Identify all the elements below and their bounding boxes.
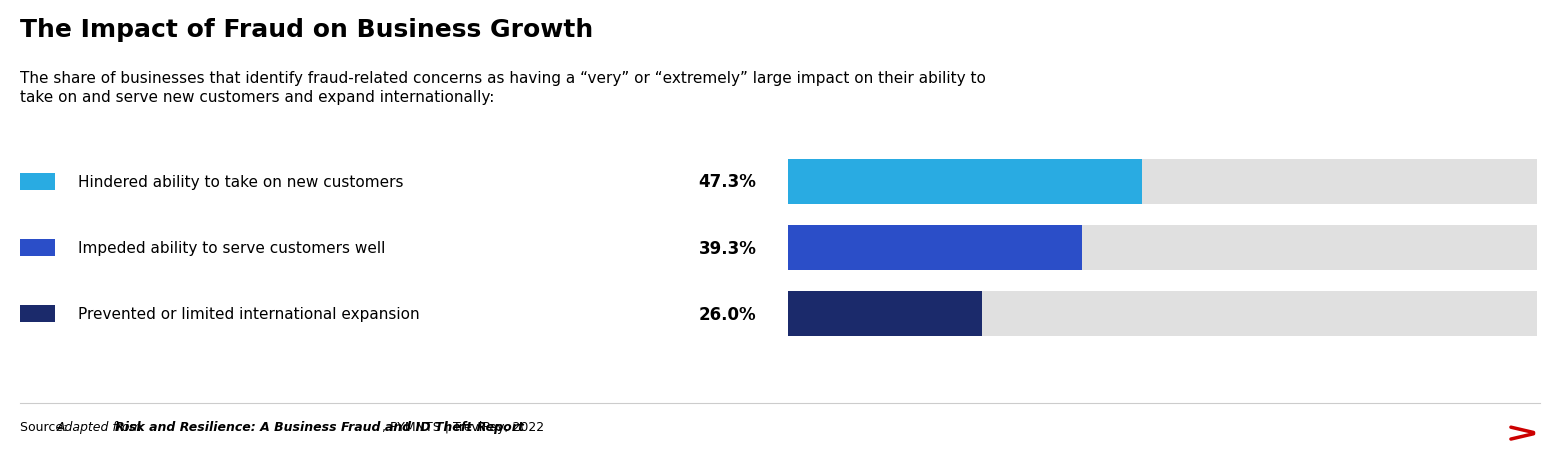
- Bar: [20, 305, 55, 323]
- Text: 26.0%: 26.0%: [699, 305, 757, 323]
- Bar: [20, 239, 55, 257]
- Text: , PYMNTS | TreviPay, 2022: , PYMNTS | TreviPay, 2022: [382, 420, 544, 433]
- Text: Prevented or limited international expansion: Prevented or limited international expan…: [78, 307, 420, 321]
- Bar: [788, 291, 1537, 337]
- Text: Adapted from: Adapted from: [56, 420, 147, 433]
- Bar: [788, 225, 1537, 271]
- Text: Source:: Source:: [20, 420, 72, 433]
- Text: Hindered ability to take on new customers: Hindered ability to take on new customer…: [78, 175, 404, 189]
- Text: Risk and Resilience: A Business Fraud and ID Theft Report: Risk and Resilience: A Business Fraud an…: [115, 420, 524, 433]
- Text: The share of businesses that identify fraud-related concerns as having a “very” : The share of businesses that identify fr…: [20, 71, 986, 105]
- Bar: [788, 291, 983, 337]
- Text: The Impact of Fraud on Business Growth: The Impact of Fraud on Business Growth: [20, 18, 593, 42]
- Bar: [788, 159, 1537, 205]
- Text: 39.3%: 39.3%: [699, 239, 757, 257]
- Bar: [20, 173, 55, 191]
- Text: 47.3%: 47.3%: [699, 173, 757, 191]
- Text: Impeded ability to serve customers well: Impeded ability to serve customers well: [78, 241, 385, 255]
- Bar: [788, 159, 1142, 205]
- Bar: [788, 225, 1083, 271]
